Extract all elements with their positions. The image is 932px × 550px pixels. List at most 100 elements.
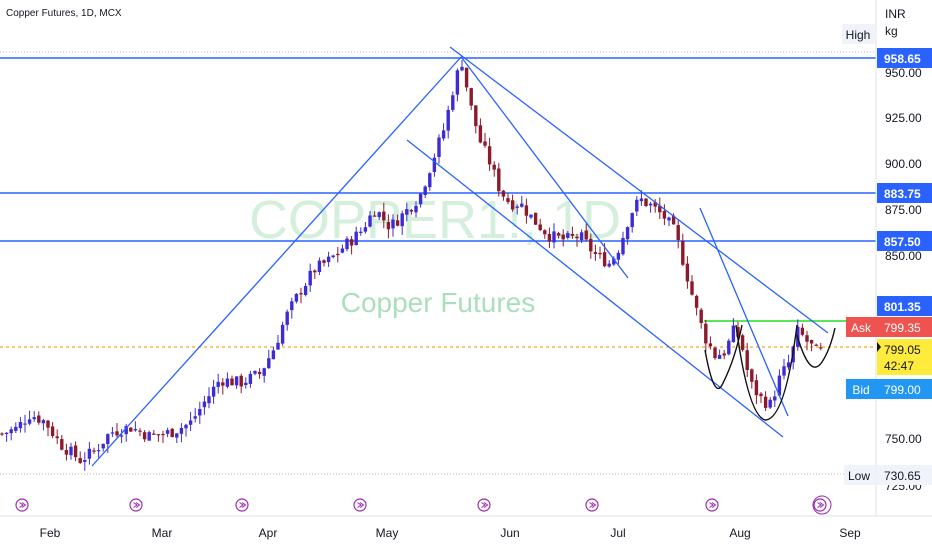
candle-body — [87, 448, 92, 459]
trendline-rising[interactable] — [91, 55, 463, 467]
candle-body — [409, 210, 414, 212]
event-marker-ring-icon — [812, 495, 832, 515]
price-tick-875: 875.00 — [885, 203, 922, 217]
candle-body — [414, 205, 418, 213]
candle-body — [524, 205, 529, 216]
candle-body — [280, 324, 285, 344]
candle-body — [262, 368, 266, 376]
event-marker-arrow-icon — [239, 502, 247, 508]
month-labels: Feb Mar Apr May Jun Jul Aug Sep — [40, 526, 861, 540]
candle-body — [455, 70, 460, 95]
candle-body — [188, 420, 193, 425]
event-marker-icon[interactable] — [813, 498, 827, 512]
candle-body — [92, 450, 96, 452]
watermark-ticker: COPPER1!, 1D — [249, 190, 621, 250]
event-marker-icon[interactable] — [235, 498, 249, 512]
candle-body — [543, 230, 547, 235]
candle-body — [115, 431, 119, 436]
event-marker-icon[interactable] — [129, 498, 143, 512]
candle-body — [690, 281, 694, 295]
candle-body — [533, 212, 538, 225]
candle-body — [225, 378, 230, 387]
candle-body — [759, 393, 763, 397]
candle-body — [129, 427, 133, 432]
axis-unit: kg — [885, 24, 898, 38]
price-tick-750: 750.00 — [885, 432, 922, 446]
candle-body — [382, 211, 386, 221]
candle-body — [648, 203, 653, 206]
candle-body — [50, 426, 55, 436]
candle-body — [290, 301, 294, 311]
event-marker-arrow-icon — [19, 502, 27, 508]
event-marker-icon[interactable] — [353, 498, 367, 512]
candle-body — [478, 125, 483, 143]
candle-body — [27, 419, 32, 424]
candle-body — [750, 369, 754, 382]
candle-body — [570, 233, 575, 236]
candle-body — [156, 434, 161, 436]
candle-body — [119, 435, 124, 437]
candle-body — [598, 253, 602, 255]
ask-value-tag — [877, 317, 932, 337]
low-value: 730.65 — [884, 469, 921, 483]
month-label-may: May — [376, 526, 399, 540]
event-marker-icon[interactable] — [15, 498, 29, 512]
candle-body — [152, 433, 156, 435]
candle-body — [299, 293, 303, 295]
candle-body — [635, 199, 639, 212]
month-label-jun: Jun — [500, 526, 519, 540]
event-marker-icon[interactable] — [585, 498, 599, 512]
low-value-tag — [877, 465, 932, 485]
candle-body — [175, 433, 179, 438]
candle-body — [418, 193, 423, 205]
candle-body — [253, 371, 257, 374]
candle-body — [566, 233, 570, 238]
candle-body — [510, 200, 515, 210]
candle-body — [267, 358, 271, 369]
month-label-apr: Apr — [259, 526, 278, 540]
low-label: Low — [848, 469, 870, 483]
bid-label-box — [846, 379, 877, 399]
candle-body — [786, 362, 791, 368]
bid-label: Bid — [852, 383, 869, 397]
candle-body — [336, 253, 340, 256]
last-price-value: 799.05 — [884, 343, 921, 357]
candle-body — [579, 232, 584, 241]
event-marker-icon[interactable] — [477, 498, 491, 512]
price-tick-925: 925.00 — [885, 111, 922, 125]
candle-body — [713, 347, 717, 359]
candle-body — [602, 252, 607, 267]
event-marker-arrow-icon — [133, 502, 141, 508]
candle-body — [809, 340, 814, 344]
candle-body — [363, 227, 368, 232]
candle-body — [147, 432, 151, 441]
candle-body — [69, 446, 73, 456]
axis-currency: INR — [885, 7, 906, 21]
candle-body — [552, 231, 556, 243]
price-tick-850: 850.00 — [885, 249, 922, 263]
event-marker-icon[interactable] — [705, 498, 719, 512]
candle-body — [469, 88, 473, 106]
candle-body — [165, 430, 170, 434]
candle-body — [303, 285, 308, 295]
trendline-short-upper[interactable] — [461, 57, 629, 279]
candle-body — [621, 238, 625, 255]
event-marker-arrow-icon — [357, 502, 365, 508]
high-value: 958.65 — [884, 52, 921, 66]
trendline-channel-upper[interactable] — [449, 46, 829, 334]
candle-body — [644, 198, 648, 206]
candle-body — [354, 231, 358, 245]
candle-body — [101, 443, 105, 449]
candle-body — [124, 426, 128, 435]
candle-body — [138, 430, 142, 432]
candle-body — [368, 215, 372, 227]
candle-body — [667, 217, 671, 221]
candle-body — [671, 215, 676, 225]
candle-body — [593, 252, 598, 254]
trendline-short-lower[interactable] — [699, 207, 789, 417]
candle-body — [198, 409, 202, 416]
candle-body — [221, 382, 225, 386]
candle-body — [202, 401, 207, 408]
